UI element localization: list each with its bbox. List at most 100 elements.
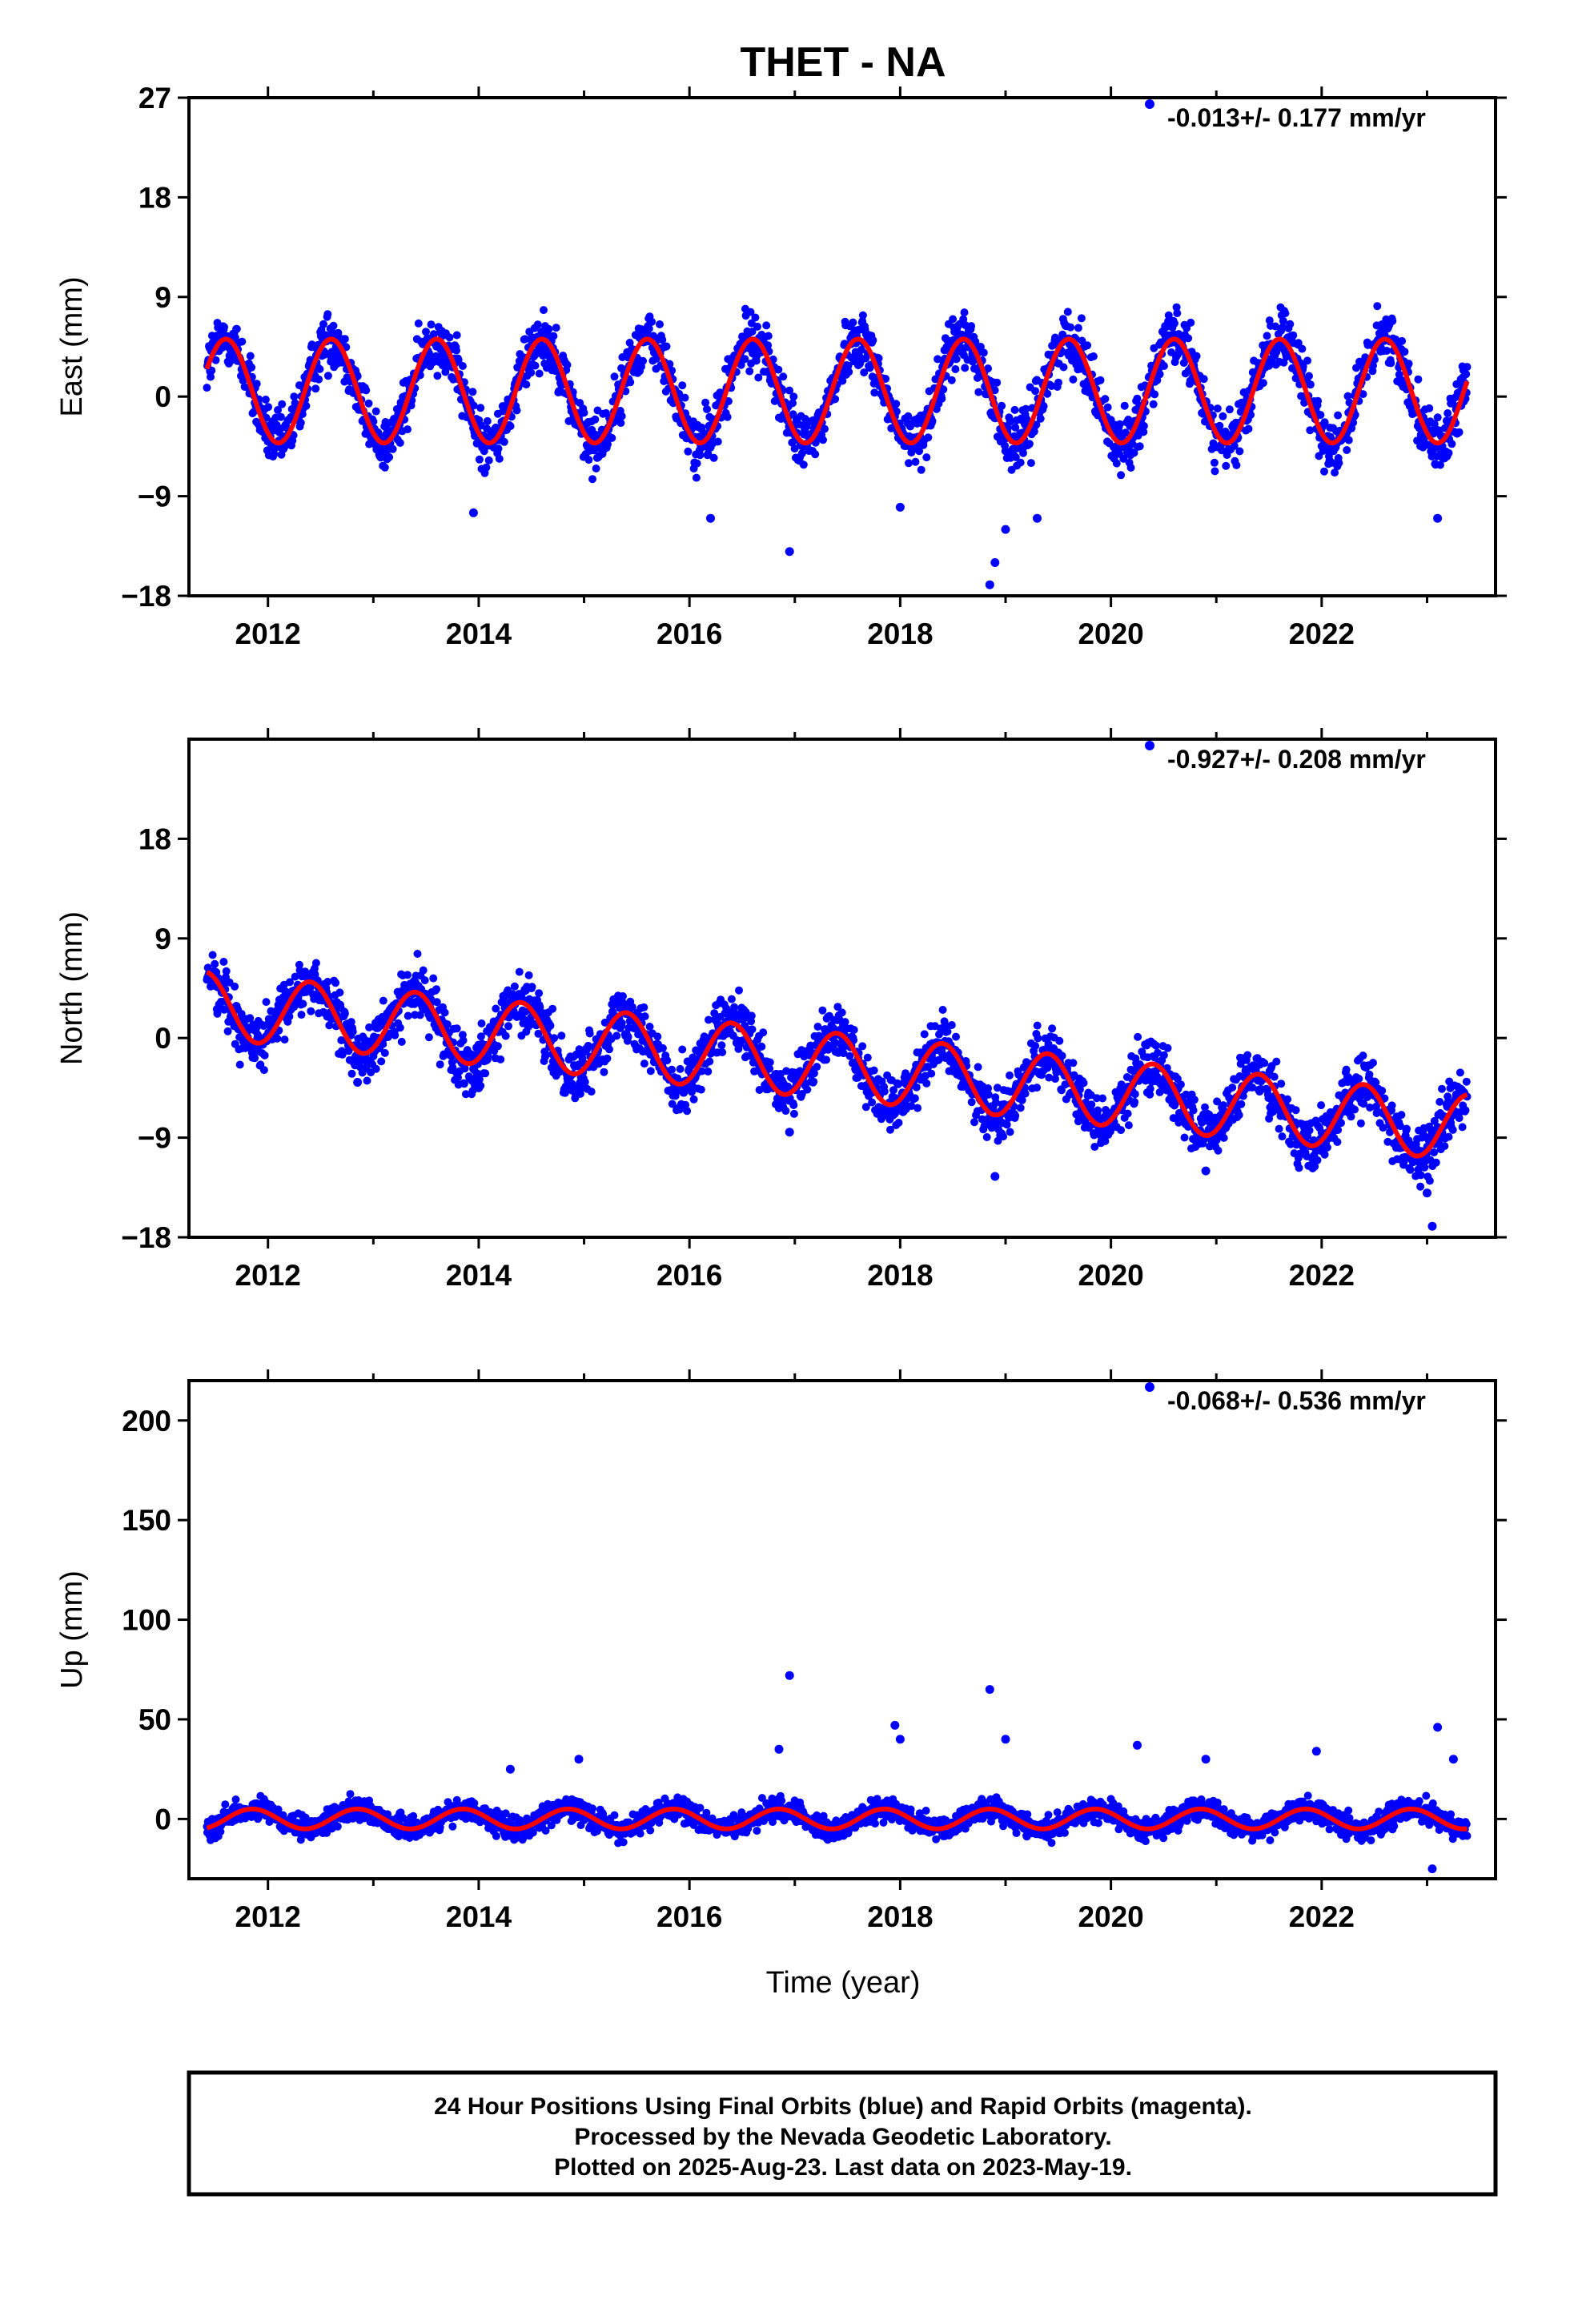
east-data-point — [422, 328, 430, 336]
north-data-point — [1213, 1097, 1222, 1106]
east-data-point — [692, 473, 701, 482]
east-data-point — [993, 378, 1002, 387]
east-data-point — [323, 372, 332, 380]
east-y-tick-label: 27 — [139, 82, 171, 115]
north-data-point — [323, 978, 332, 986]
east-data-point — [1115, 420, 1124, 428]
north-rate-marker — [1145, 741, 1154, 750]
east-data-point — [1139, 421, 1148, 430]
north-data-point — [396, 1023, 404, 1032]
north-data-point — [668, 1065, 677, 1074]
east-data-point — [831, 395, 840, 404]
east-data-point — [238, 337, 247, 346]
east-data-point — [296, 418, 305, 427]
north-data-point — [429, 974, 438, 983]
east-data-point — [1433, 413, 1442, 422]
east-frame — [187, 96, 1497, 597]
east-data-point — [693, 459, 701, 468]
north-data-point — [347, 1069, 356, 1078]
east-data-point — [1054, 378, 1062, 387]
north-outlier-point — [353, 1078, 363, 1087]
north-data-point — [612, 1031, 621, 1040]
north-data-point — [404, 1011, 412, 1020]
north-data-point — [640, 1003, 648, 1011]
north-data-point — [730, 1003, 739, 1011]
north-data-point — [454, 1073, 462, 1082]
north-data-point — [927, 1069, 936, 1078]
east-data-point — [1159, 362, 1168, 370]
north-data-point — [1323, 1143, 1331, 1152]
north-outlier-point — [1423, 1188, 1431, 1198]
east-data-point — [1343, 392, 1352, 400]
north-data-point — [521, 1007, 529, 1016]
east-data-point — [1096, 376, 1105, 384]
north-data-point — [1189, 1106, 1198, 1115]
east-data-point — [860, 368, 869, 377]
north-data-point — [584, 1041, 592, 1050]
east-data-point — [495, 454, 504, 463]
east-data-point — [747, 319, 756, 328]
north-data-point — [1021, 1089, 1030, 1098]
north-data-point — [991, 1098, 1000, 1107]
north-data-point — [585, 1029, 594, 1038]
north-data-point — [460, 1080, 468, 1088]
north-data-point — [765, 1064, 774, 1073]
north-data-point — [1456, 1068, 1464, 1077]
east-data-point — [662, 342, 671, 351]
up-data-point — [221, 1800, 230, 1809]
east-data-point — [1462, 370, 1471, 379]
north-model-line — [206, 970, 1468, 1159]
east-data-point — [947, 376, 956, 384]
north-data-point — [1333, 1138, 1342, 1146]
east-data-point — [1334, 411, 1343, 420]
east-data-point — [388, 444, 397, 453]
east-data-point — [371, 407, 380, 416]
north-data-point — [1337, 1119, 1345, 1128]
east-data-point — [1022, 404, 1030, 413]
east-data-point — [1059, 363, 1068, 372]
north-y-tick-label: 9 — [155, 923, 171, 955]
east-data-point — [604, 440, 612, 448]
north-data-point — [363, 1076, 371, 1085]
north-data-point — [1277, 1080, 1286, 1088]
east-data-point — [1299, 362, 1307, 371]
east-data-point — [521, 335, 529, 344]
north-y-tick-label: 18 — [139, 822, 171, 855]
north-data-point — [868, 1098, 877, 1107]
north-data-point — [237, 1010, 246, 1018]
north-data-point — [1248, 1083, 1257, 1092]
east-data-point — [274, 406, 282, 414]
east-data-point — [1063, 308, 1072, 316]
north-data-point — [704, 1068, 713, 1076]
north-data-point — [1153, 1072, 1162, 1081]
north-data-point — [534, 1029, 543, 1038]
north-data-point — [1011, 1112, 1020, 1120]
east-data-point — [247, 363, 256, 372]
north-data-point — [528, 983, 536, 991]
east-data-point — [1331, 468, 1339, 477]
north-data-point — [1378, 1087, 1387, 1095]
north-data-point — [1159, 1051, 1168, 1059]
north-data-point — [325, 1021, 334, 1030]
east-data-point — [246, 352, 255, 360]
north-data-point — [307, 1007, 315, 1015]
east-y-tick-label: −18 — [121, 580, 171, 613]
east-outlier-point — [1433, 513, 1443, 523]
east-data-point — [276, 412, 285, 421]
east-x-tick-label: 2012 — [235, 617, 301, 650]
east-data-point — [1155, 370, 1164, 379]
north-data-point — [1291, 1106, 1300, 1115]
north-data-point — [1033, 1021, 1042, 1030]
north-data-point — [755, 1086, 764, 1094]
east-data-point — [396, 439, 404, 447]
east-data-point — [1373, 302, 1382, 311]
north-data-point — [999, 1132, 1008, 1141]
east-data-point — [1026, 459, 1035, 468]
east-data-point — [580, 408, 588, 417]
east-data-point — [1218, 446, 1226, 455]
north-data-point — [789, 1109, 798, 1118]
east-data-point — [617, 412, 626, 420]
north-data-point — [338, 1050, 347, 1059]
east-data-point — [323, 310, 332, 319]
east-data-point — [701, 398, 710, 407]
